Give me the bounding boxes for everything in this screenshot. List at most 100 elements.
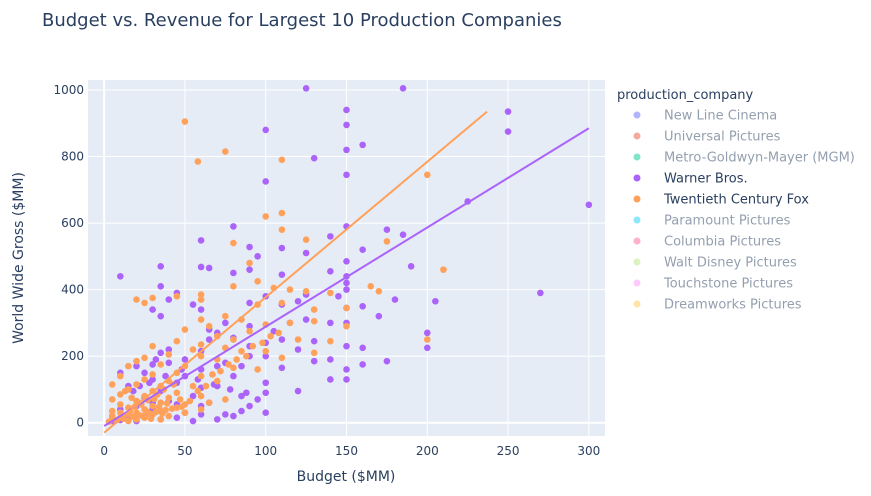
data-point: [197, 291, 205, 298]
data-point: [238, 347, 245, 355]
data-point: [432, 297, 439, 305]
data-point: [383, 238, 391, 245]
legend-label: Dreamworks Pictures: [664, 298, 802, 313]
chart-title: Budget vs. Revenue for Largest 10 Produc…: [42, 10, 562, 31]
data-point: [233, 356, 240, 363]
data-point: [149, 294, 156, 302]
y-tick-label: 1000: [53, 83, 84, 97]
legend-item[interactable]: Twentieth Century Fox: [633, 193, 810, 208]
legend-label: Touchstone Pictures: [663, 277, 793, 292]
data-point: [222, 396, 229, 403]
data-point: [310, 306, 318, 313]
trendline: [103, 127, 590, 427]
x-tick-label: 50: [177, 444, 192, 458]
data-point: [117, 391, 124, 398]
legend-marker: [633, 174, 641, 182]
data-point: [243, 352, 250, 360]
data-point: [343, 342, 350, 350]
data-point: [133, 381, 140, 388]
data-point: [278, 244, 286, 252]
data-point: [238, 362, 245, 370]
data-point: [222, 312, 229, 320]
data-point: [310, 337, 318, 345]
data-point: [213, 377, 221, 385]
data-point: [359, 302, 366, 310]
data-point: [128, 394, 135, 402]
data-point: [165, 346, 173, 353]
data-point: [117, 401, 124, 408]
data-point: [197, 372, 205, 380]
data-point: [262, 379, 270, 387]
data-point: [246, 299, 253, 307]
data-point: [262, 389, 270, 397]
legend-label: Walt Disney Pictures: [664, 256, 797, 271]
data-point: [222, 319, 229, 327]
data-point: [149, 402, 156, 410]
data-point: [302, 236, 310, 244]
data-point: [383, 226, 391, 234]
data-point: [327, 289, 334, 297]
legend-item[interactable]: Walt Disney Pictures: [633, 256, 797, 271]
legend-item[interactable]: Universal Pictures: [633, 130, 781, 145]
data-point: [343, 146, 350, 154]
data-point: [383, 357, 391, 365]
legend-item[interactable]: Paramount Pictures: [633, 214, 791, 229]
data-point: [173, 337, 181, 345]
data-point: [327, 337, 334, 345]
data-point: [147, 415, 155, 422]
legend[interactable]: New Line Cinema Universal Pictures Metro-G…: [633, 109, 855, 313]
data-point: [238, 407, 245, 415]
data-point: [230, 269, 237, 277]
legend-marker: [633, 300, 641, 308]
data-point: [121, 387, 129, 395]
trendline: [103, 110, 488, 434]
data-point: [226, 386, 234, 393]
data-point: [129, 413, 137, 421]
data-point: [278, 156, 286, 164]
data-point: [155, 403, 163, 411]
legend-item[interactable]: Dreamworks Pictures: [633, 298, 802, 313]
data-point: [238, 392, 245, 400]
legend-marker: [633, 237, 641, 245]
data-point: [133, 357, 140, 365]
axis-ticks: 0 50 100 150 200 250 300 0 200 400 600 800 1000: [53, 83, 600, 458]
data-point: [359, 246, 366, 253]
legend-item[interactable]: Touchstone Pictures: [633, 277, 794, 292]
data-point: [213, 416, 221, 423]
data-point: [152, 408, 160, 416]
data-point: [399, 231, 407, 239]
data-point: [157, 263, 165, 270]
data-point: [230, 412, 237, 420]
data-point: [165, 296, 173, 303]
data-point: [262, 352, 270, 360]
legend-item[interactable]: Columbia Pictures: [633, 235, 782, 250]
data-point: [343, 376, 350, 383]
data-point: [310, 357, 318, 365]
data-point: [343, 304, 350, 312]
data-point: [189, 301, 197, 308]
data-point: [278, 364, 286, 372]
y-tick-label: 400: [61, 283, 84, 297]
data-point: [423, 344, 431, 352]
data-point: [149, 361, 156, 368]
data-point: [278, 271, 286, 278]
data-point: [294, 336, 302, 343]
data-point: [125, 362, 132, 370]
data-point: [254, 253, 261, 260]
data-point: [197, 352, 205, 360]
x-tick-label: 250: [497, 444, 520, 458]
data-point: [142, 407, 150, 415]
y-tick-label: 200: [61, 349, 84, 363]
data-point: [197, 341, 205, 348]
data-point: [176, 396, 184, 403]
data-point: [343, 106, 350, 114]
legend-item[interactable]: Metro-Goldwyn-Mayer (MGM): [633, 151, 855, 166]
data-point: [343, 121, 350, 129]
data-point: [278, 336, 286, 343]
data-point: [189, 417, 197, 425]
legend-item[interactable]: New Line Cinema: [633, 109, 778, 124]
legend-item[interactable]: Warner Bros.: [633, 172, 748, 187]
data-point: [262, 126, 270, 134]
data-point: [537, 289, 544, 297]
data-point: [117, 372, 124, 380]
